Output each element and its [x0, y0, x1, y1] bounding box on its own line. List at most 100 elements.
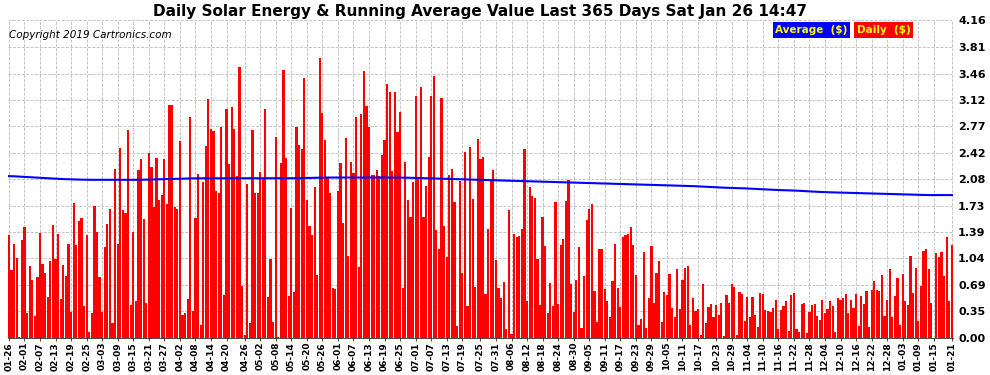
Bar	[652, 303, 655, 338]
Bar	[428, 158, 430, 338]
Bar	[285, 158, 287, 338]
Bar	[638, 325, 640, 338]
Bar	[710, 304, 712, 338]
Bar	[244, 335, 246, 338]
Bar	[604, 289, 606, 338]
Bar	[925, 249, 927, 338]
Bar	[609, 317, 611, 338]
Bar	[782, 306, 785, 338]
Bar	[189, 117, 191, 338]
Bar	[194, 217, 197, 338]
Bar	[345, 138, 346, 338]
Bar	[622, 237, 624, 338]
Bar	[505, 329, 508, 338]
Bar	[438, 249, 441, 338]
Bar	[11, 270, 13, 338]
Bar	[146, 303, 148, 338]
Bar	[658, 261, 660, 338]
Bar	[633, 245, 635, 338]
Bar	[643, 252, 644, 338]
Bar	[943, 276, 945, 338]
Bar	[75, 245, 77, 338]
Bar	[362, 71, 365, 338]
Bar	[902, 274, 904, 338]
Bar	[314, 187, 316, 338]
Bar	[529, 187, 531, 338]
Bar	[176, 210, 178, 338]
Bar	[148, 153, 149, 338]
Bar	[788, 331, 790, 338]
Bar	[67, 244, 69, 338]
Bar	[231, 107, 233, 338]
Bar	[163, 159, 165, 338]
Bar	[748, 317, 751, 338]
Bar	[647, 298, 649, 338]
Bar	[849, 300, 852, 338]
Bar	[554, 202, 556, 338]
Bar	[785, 302, 787, 338]
Bar	[857, 326, 859, 338]
Bar	[106, 224, 109, 338]
Bar	[253, 194, 256, 338]
Bar	[200, 325, 202, 338]
Bar	[412, 182, 414, 338]
Bar	[764, 310, 766, 338]
Bar	[832, 306, 834, 338]
Bar	[702, 284, 704, 338]
Bar	[210, 129, 212, 338]
Bar	[461, 273, 463, 338]
Bar	[606, 301, 609, 338]
Bar	[917, 321, 920, 338]
Bar	[809, 312, 811, 338]
Bar	[534, 198, 536, 338]
Bar	[220, 127, 223, 338]
Bar	[357, 267, 359, 338]
Bar	[293, 292, 295, 338]
Bar	[329, 193, 332, 338]
Bar	[940, 252, 942, 338]
Bar	[780, 310, 782, 338]
Bar	[777, 329, 779, 338]
Bar	[365, 106, 367, 338]
Bar	[666, 295, 668, 338]
Bar	[912, 294, 914, 338]
Bar	[492, 170, 494, 338]
Bar	[588, 209, 590, 338]
Bar	[539, 305, 542, 338]
Bar	[544, 246, 546, 338]
Bar	[484, 294, 487, 338]
Bar	[31, 280, 34, 338]
Bar	[127, 129, 129, 338]
Bar	[580, 328, 582, 338]
Bar	[140, 159, 143, 338]
Bar	[166, 204, 168, 338]
Bar	[663, 292, 665, 338]
Bar	[282, 69, 285, 338]
Bar	[158, 200, 160, 338]
Bar	[746, 297, 748, 338]
Bar	[500, 298, 502, 338]
Bar	[508, 210, 510, 338]
Bar	[700, 334, 702, 338]
Bar	[930, 303, 933, 338]
Bar	[26, 313, 28, 338]
Bar	[256, 194, 258, 338]
Bar	[565, 201, 567, 338]
Bar	[226, 109, 228, 338]
Bar	[614, 244, 616, 338]
Bar	[650, 246, 652, 338]
Bar	[70, 312, 72, 338]
Bar	[234, 129, 236, 338]
Bar	[130, 304, 132, 338]
Bar	[546, 313, 548, 338]
Bar	[557, 304, 559, 338]
Bar	[692, 298, 694, 338]
Bar	[865, 291, 867, 338]
Bar	[671, 308, 673, 338]
Bar	[713, 317, 715, 338]
Bar	[37, 277, 39, 338]
Bar	[184, 312, 186, 338]
Bar	[482, 157, 484, 338]
Bar	[474, 286, 476, 338]
Bar	[617, 288, 619, 338]
